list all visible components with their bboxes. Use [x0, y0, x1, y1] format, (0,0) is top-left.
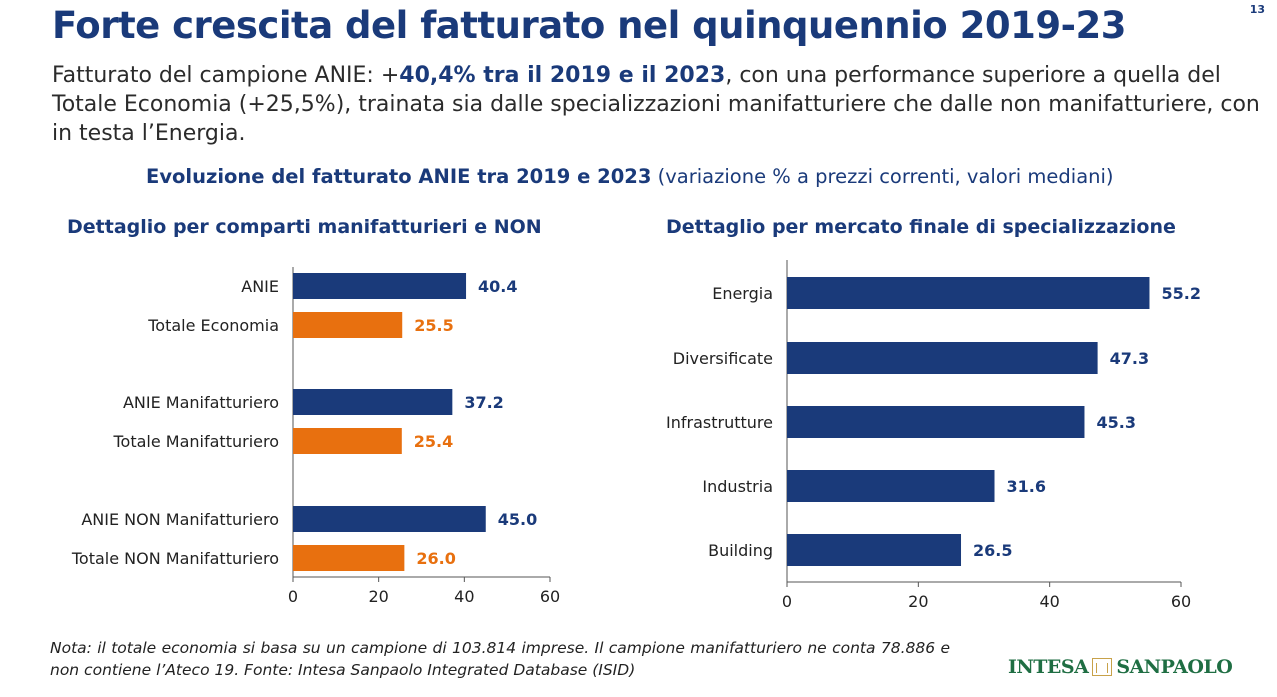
footnote: Nota: il totale economia si basa su un c…: [50, 639, 950, 679]
left-chart-bar: [293, 273, 467, 299]
left-chart-category-label: ANIE: [241, 277, 279, 296]
intesa-sanpaolo-logo: INTESA SANPAOLO: [1008, 656, 1233, 678]
right-chart-category-label: Energia: [712, 284, 773, 303]
left-chart-category-label: Totale NON Manifatturiero: [71, 549, 279, 568]
right-chart-value-label: 45.3: [1096, 413, 1135, 432]
left-chart-x-tick-label: 40: [454, 587, 474, 606]
right-chart-category-label: Infrastrutture: [666, 413, 773, 432]
subtitle-bold: Evoluzione del fatturato ANIE tra 2019 e…: [146, 165, 652, 188]
left-chart-value-label: 26.0: [416, 549, 455, 568]
left-chart-value-label: 40.4: [478, 277, 517, 296]
left-chart-value-label: 45.0: [498, 510, 537, 529]
right-chart-value-label: 55.2: [1161, 284, 1200, 303]
intro-text: Fatturato del campione ANIE: +40,4% tra …: [52, 61, 1262, 148]
left-chart-bar: [293, 389, 453, 415]
right-chart-category-label: Industria: [702, 477, 773, 496]
right-chart-x-tick-label: 0: [782, 592, 792, 611]
left-chart-x-tick-label: 0: [288, 587, 298, 606]
right-chart-x-tick-label: 40: [1039, 592, 1059, 611]
right-chart-title: Dettaglio per mercato finale di speciali…: [666, 216, 1176, 238]
right-chart-value-label: 26.5: [973, 541, 1012, 560]
left-chart-bar: [293, 428, 402, 454]
right-chart-x-tick-label: 60: [1171, 592, 1191, 611]
left-chart-value-label: 25.5: [414, 316, 453, 335]
left-chart-category-label: ANIE Manifatturiero: [123, 393, 279, 412]
right-chart-bar: [787, 470, 995, 502]
intro-part2: , con una performance superiore a quella…: [52, 63, 1260, 146]
chart-section-subtitle: Evoluzione del fatturato ANIE tra 2019 e…: [146, 165, 1114, 188]
left-chart-category-label: Totale Manifatturiero: [113, 432, 280, 451]
right-chart-category-label: Building: [708, 541, 773, 560]
logo-text-left: INTESA: [1008, 656, 1089, 678]
right-chart-category-label: Diversificate: [673, 349, 773, 368]
right-bar-chart: 0 20 40 60 Energia 55.2 Diversificate 47.3 Infra…: [666, 260, 1201, 611]
left-chart-value-label: 37.2: [464, 393, 503, 412]
intro-bold: 40,4% tra il 2019 e il 2023: [399, 63, 726, 88]
left-chart-bar: [293, 312, 403, 338]
left-chart-x-tick-label: 60: [540, 587, 560, 606]
left-chart-bar: [293, 506, 486, 532]
left-chart-category-label: Totale Economia: [147, 316, 279, 335]
right-chart-x-tick-label: 20: [908, 592, 928, 611]
left-chart-value-label: 25.4: [414, 432, 453, 451]
logo-mark-icon: [1092, 658, 1113, 676]
left-chart-title: Dettaglio per comparti manifatturieri e …: [67, 216, 542, 238]
left-chart-bar: [293, 545, 405, 571]
right-chart-bar: [787, 534, 962, 566]
right-chart-bar: [787, 342, 1098, 374]
page-title: Forte crescita del fatturato nel quinque…: [52, 4, 1126, 47]
subtitle-rest: (variazione % a prezzi correnti, valori …: [651, 165, 1114, 188]
left-chart-category-label: ANIE NON Manifatturiero: [81, 510, 279, 529]
intro-part1: Fatturato del campione ANIE: +: [52, 63, 400, 88]
page-number: 13: [1249, 3, 1265, 16]
left-bar-chart: 0 20 40 60 ANIE 40.4 Totale Economia 25.5 ANIE M…: [71, 267, 560, 606]
logo-text-right: SANPAOLO: [1116, 656, 1233, 678]
left-chart-x-tick-label: 20: [368, 587, 388, 606]
right-chart-bar: [787, 277, 1150, 309]
right-chart-value-label: 47.3: [1110, 349, 1149, 368]
right-chart-bar: [787, 406, 1085, 438]
right-chart-value-label: 31.6: [1007, 477, 1046, 496]
